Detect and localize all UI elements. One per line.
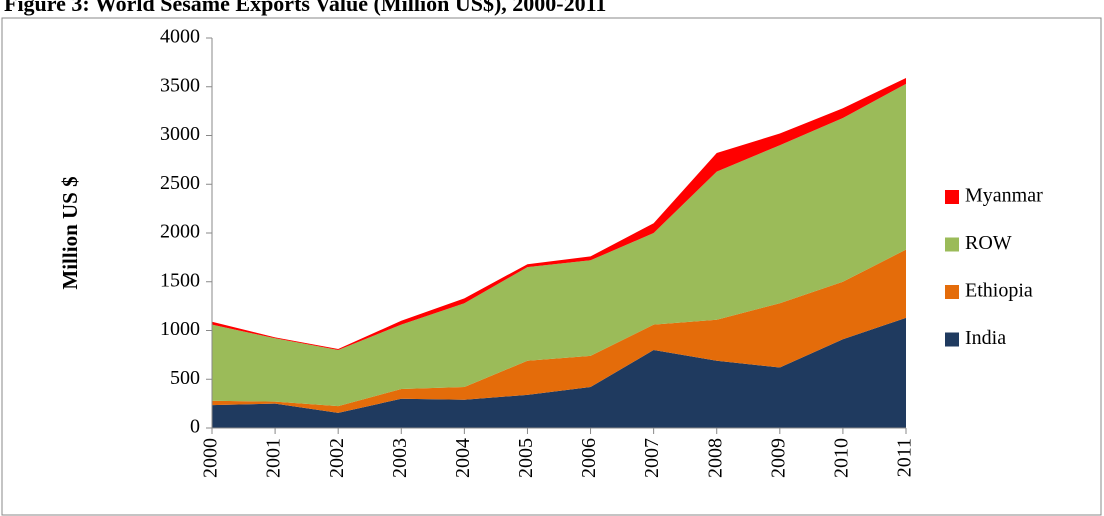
chart-title: Figure 3: World Sesame Exports Value (Mi… bbox=[4, 0, 606, 16]
x-tick-label: 2002 bbox=[326, 438, 348, 478]
x-tick-label: 2011 bbox=[894, 438, 916, 477]
x-tick-label: 2005 bbox=[515, 438, 537, 478]
x-tick-label: 2000 bbox=[200, 438, 222, 478]
y-tick-label: 0 bbox=[190, 416, 200, 438]
legend-swatch bbox=[945, 237, 959, 252]
legend-label: ROW bbox=[965, 232, 1012, 254]
x-tick-label: 2001 bbox=[263, 438, 285, 478]
y-tick-label: 3000 bbox=[160, 123, 200, 145]
x-tick-label: 2006 bbox=[578, 438, 600, 478]
legend-label: India bbox=[965, 327, 1006, 349]
legend-swatch bbox=[945, 332, 959, 347]
area bbox=[212, 83, 906, 407]
x-tick-label: 2003 bbox=[389, 438, 411, 478]
y-tick-label: 3500 bbox=[160, 74, 200, 96]
y-tick-label: 2500 bbox=[160, 172, 200, 194]
y-tick-label: 2000 bbox=[160, 221, 200, 243]
legend-swatch bbox=[945, 285, 959, 299]
y-tick-label: 4000 bbox=[160, 26, 200, 48]
y-axis-label: Million US $ bbox=[58, 176, 82, 289]
x-tick-label: 2008 bbox=[704, 438, 726, 478]
area bbox=[212, 317, 906, 428]
y-tick-label: 1000 bbox=[160, 318, 200, 340]
x-tick-label: 2004 bbox=[452, 438, 474, 478]
legend-label: Myanmar bbox=[965, 185, 1043, 207]
y-tick-label: 500 bbox=[170, 367, 200, 389]
x-tick-label: 2009 bbox=[767, 438, 789, 478]
chart-frame bbox=[1, 17, 1102, 516]
legend-label: Ethiopia bbox=[965, 280, 1033, 302]
area bbox=[212, 249, 906, 413]
legend-swatch bbox=[945, 190, 959, 204]
x-tick-label: 2007 bbox=[641, 438, 663, 478]
x-tick-label: 2010 bbox=[831, 438, 853, 478]
y-tick-label: 1500 bbox=[160, 269, 200, 291]
